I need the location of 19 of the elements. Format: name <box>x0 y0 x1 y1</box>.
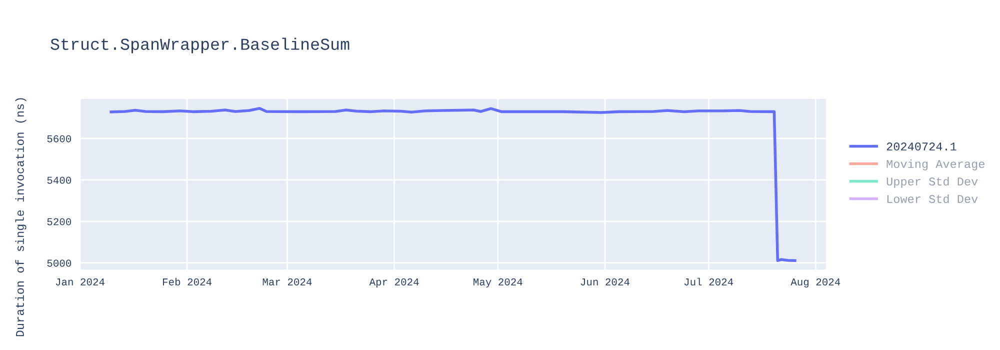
x-tick-label: Aug 2024 <box>790 278 840 288</box>
y-axis-title: Duration of single invocation (ns) <box>15 98 26 336</box>
y-tick-label: 5600 <box>47 135 72 142</box>
line-series <box>110 106 796 262</box>
legend-label: 20240724.1 <box>886 142 956 151</box>
legend-label: Lower Std Dev <box>887 194 978 204</box>
x-tick-label: May 2024 <box>474 278 522 288</box>
legend-label: Moving Average <box>886 159 984 170</box>
x-tick-label: Apr 2024 <box>369 278 419 288</box>
x-tick-label: Feb 2024 <box>163 278 212 286</box>
x-tick-label: Mar 2024 <box>262 278 312 286</box>
x-tick-label: Jan 2024 <box>56 278 104 286</box>
x-tick-label: Jun 2024 <box>580 278 630 286</box>
y-tick-label: 5200 <box>47 218 72 226</box>
legend-label: Upper Std Dev <box>886 176 978 188</box>
y-tick-label: 5400 <box>47 176 72 184</box>
chart-title: Struct.SpanWrapper.BaselineSum <box>50 38 350 54</box>
y-tick-label: 5000 <box>47 260 72 267</box>
x-tick-label: Jul 2024 <box>684 278 734 286</box>
